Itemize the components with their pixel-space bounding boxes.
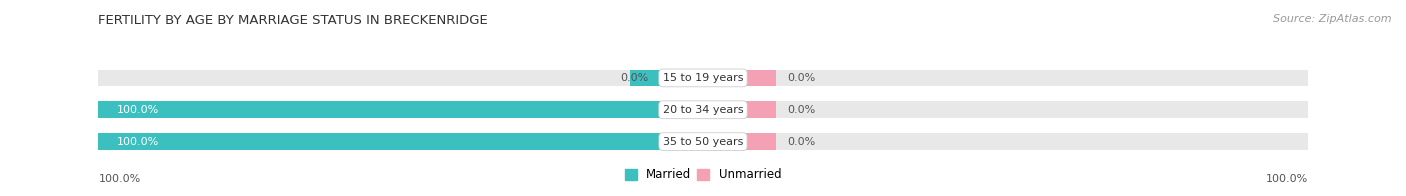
Text: 0.0%: 0.0% [787,137,815,147]
Bar [630,70,661,86]
Text: 100.0%: 100.0% [117,137,159,147]
Text: 0.0%: 0.0% [787,73,815,83]
Text: 100.0%: 100.0% [117,105,159,115]
Text: 0.0%: 0.0% [787,105,815,115]
Bar [98,133,661,150]
Text: 15 to 19 years: 15 to 19 years [662,73,744,83]
Bar [745,70,776,86]
Bar [98,102,661,118]
Bar [98,70,661,86]
Text: Source: ZipAtlas.com: Source: ZipAtlas.com [1274,14,1392,24]
Text: 100.0%: 100.0% [98,174,141,184]
Text: 35 to 50 years: 35 to 50 years [662,137,744,147]
Bar [745,102,1308,118]
Text: 100.0%: 100.0% [1265,174,1308,184]
Bar [745,70,1308,86]
Bar [745,102,776,118]
Text: 20 to 34 years: 20 to 34 years [662,105,744,115]
Bar [98,133,661,150]
Text: 0.0%: 0.0% [620,73,648,83]
Text: FERTILITY BY AGE BY MARRIAGE STATUS IN BRECKENRIDGE: FERTILITY BY AGE BY MARRIAGE STATUS IN B… [98,14,488,27]
Bar [745,133,1308,150]
Bar [745,133,776,150]
Bar [98,102,661,118]
Legend: Married, Unmarried: Married, Unmarried [620,164,786,186]
